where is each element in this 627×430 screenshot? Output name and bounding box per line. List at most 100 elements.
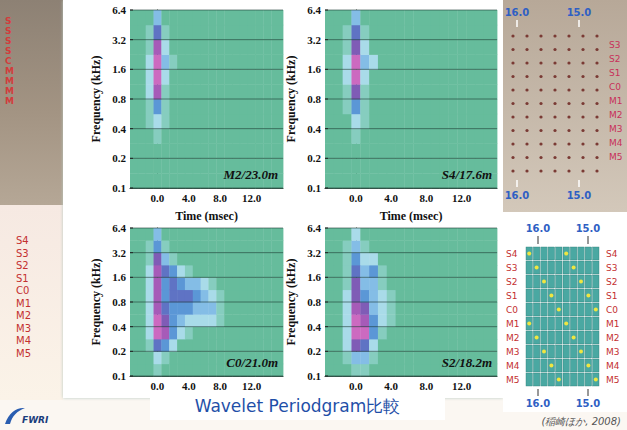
svg-text:S2: S2 — [506, 277, 517, 287]
svg-text:4.0: 4.0 — [182, 380, 196, 392]
svg-text:S2: S2 — [606, 277, 617, 287]
svg-text:0.0: 0.0 — [349, 192, 363, 204]
html-text:M1: M1 — [16, 297, 31, 309]
svg-text:M1: M1 — [506, 319, 520, 329]
svg-text:0.0: 0.0 — [349, 380, 363, 392]
svg-text:15.0: 15.0 — [576, 223, 601, 234]
svg-text:12.0: 12.0 — [452, 192, 472, 204]
svg-text:0.2: 0.2 — [307, 345, 321, 357]
svg-text:0.1: 0.1 — [112, 370, 126, 382]
svg-text:S4/17.6m: S4/17.6m — [442, 167, 492, 182]
svg-text:0.1: 0.1 — [112, 182, 126, 194]
html-text:Wavelet Periodgram比較: Wavelet Periodgram比較 — [194, 396, 401, 416]
html-text:S4: S4 — [16, 235, 29, 246]
svg-text:0.0: 0.0 — [151, 380, 165, 392]
svg-text:M3: M3 — [506, 347, 520, 357]
svg-text:M5: M5 — [609, 152, 623, 162]
svg-text:M2: M2 — [606, 333, 620, 343]
svg-text:S1: S1 — [609, 68, 620, 78]
svg-text:S4: S4 — [606, 249, 618, 259]
svg-text:Time (msec): Time (msec) — [380, 209, 443, 223]
svg-text:12.0: 12.0 — [242, 192, 262, 204]
svg-text:C0: C0 — [506, 305, 518, 315]
svg-text:Time (msec): Time (msec) — [175, 209, 238, 223]
svg-text:Frequency (kHz): Frequency (kHz) — [284, 56, 298, 143]
svg-text:C0/21.0m: C0/21.0m — [226, 355, 278, 370]
svg-text:16.0: 16.0 — [526, 398, 551, 409]
svg-text:Frequency (kHz): Frequency (kHz) — [89, 56, 103, 143]
svg-text:S2/18.2m: S2/18.2m — [442, 355, 492, 370]
svg-text:S4: S4 — [506, 249, 518, 259]
svg-text:0.1: 0.1 — [307, 182, 321, 194]
svg-text:16.0: 16.0 — [526, 223, 551, 234]
svg-text:M2: M2 — [609, 110, 623, 120]
svg-text:15.0: 15.0 — [576, 398, 601, 409]
svg-text:12.0: 12.0 — [242, 380, 262, 392]
html-text:M3: M3 — [16, 322, 31, 334]
svg-text:1.6: 1.6 — [307, 63, 321, 75]
svg-text:8.0: 8.0 — [213, 380, 227, 392]
svg-text:16.0: 16.0 — [505, 7, 530, 18]
svg-text:4.0: 4.0 — [384, 192, 398, 204]
svg-text:1.6: 1.6 — [112, 63, 126, 75]
svg-text:1.6: 1.6 — [307, 271, 321, 283]
svg-text:8.0: 8.0 — [420, 380, 434, 392]
svg-text:0.8: 0.8 — [307, 93, 321, 105]
svg-text:15.0: 15.0 — [567, 7, 592, 18]
svg-text:0.0: 0.0 — [151, 192, 165, 204]
svg-text:Frequency (kHz): Frequency (kHz) — [284, 259, 298, 346]
svg-text:S2: S2 — [609, 54, 620, 64]
svg-text:FWRI: FWRI — [22, 415, 49, 425]
svg-text:S3: S3 — [606, 263, 617, 273]
svg-text:3.2: 3.2 — [112, 247, 126, 259]
html-text:S1: S1 — [16, 272, 29, 284]
svg-text:0.4: 0.4 — [112, 321, 126, 333]
svg-text:C0: C0 — [606, 305, 618, 315]
svg-text:6.4: 6.4 — [307, 4, 321, 16]
html-text:S2: S2 — [16, 260, 29, 271]
svg-text:3.2: 3.2 — [112, 34, 126, 46]
svg-text:M5: M5 — [506, 375, 520, 385]
svg-text:0.2: 0.2 — [307, 152, 321, 164]
svg-text:0.8: 0.8 — [112, 93, 126, 105]
svg-text:3.2: 3.2 — [307, 247, 321, 259]
svg-text:S3: S3 — [506, 263, 517, 273]
svg-text:S1: S1 — [606, 291, 617, 301]
svg-text:4.0: 4.0 — [182, 192, 196, 204]
svg-text:0.8: 0.8 — [307, 296, 321, 308]
svg-text:6.4: 6.4 — [112, 4, 126, 16]
svg-text:0.1: 0.1 — [307, 370, 321, 382]
svg-text:M3: M3 — [609, 124, 623, 134]
svg-text:0.2: 0.2 — [112, 152, 126, 164]
svg-text:8.0: 8.0 — [213, 192, 227, 204]
svg-text:S1: S1 — [506, 291, 517, 301]
html-text:M5: M5 — [16, 347, 31, 359]
svg-text:6.4: 6.4 — [307, 222, 321, 234]
svg-text:6.4: 6.4 — [112, 222, 126, 234]
svg-text:4.0: 4.0 — [384, 380, 398, 392]
svg-text:M4: M4 — [606, 361, 620, 371]
svg-text:15.0: 15.0 — [567, 190, 592, 201]
svg-text:M1: M1 — [609, 96, 623, 106]
svg-text:12.0: 12.0 — [452, 380, 472, 392]
svg-text:M2/23.0m: M2/23.0m — [222, 167, 278, 182]
svg-text:S3: S3 — [609, 40, 620, 50]
svg-text:0.2: 0.2 — [112, 345, 126, 357]
svg-text:1.6: 1.6 — [112, 271, 126, 283]
svg-text:M4: M4 — [506, 361, 520, 371]
html-text:S3: S3 — [16, 247, 29, 259]
svg-text:C0: C0 — [609, 82, 621, 92]
svg-text:M1: M1 — [606, 319, 620, 329]
svg-text:Frequency (kHz): Frequency (kHz) — [89, 259, 103, 346]
svg-text:16.0: 16.0 — [505, 190, 530, 201]
svg-text:3.2: 3.2 — [307, 34, 321, 46]
svg-text:M4: M4 — [609, 138, 623, 148]
svg-text:M3: M3 — [606, 347, 620, 357]
svg-text:0.8: 0.8 — [112, 296, 126, 308]
svg-text:M2: M2 — [506, 333, 520, 343]
svg-text:8.0: 8.0 — [420, 192, 434, 204]
svg-text:0.4: 0.4 — [112, 123, 126, 135]
svg-text:0.4: 0.4 — [307, 123, 321, 135]
svg-text:0.4: 0.4 — [307, 321, 321, 333]
svg-text:M5: M5 — [606, 375, 620, 385]
